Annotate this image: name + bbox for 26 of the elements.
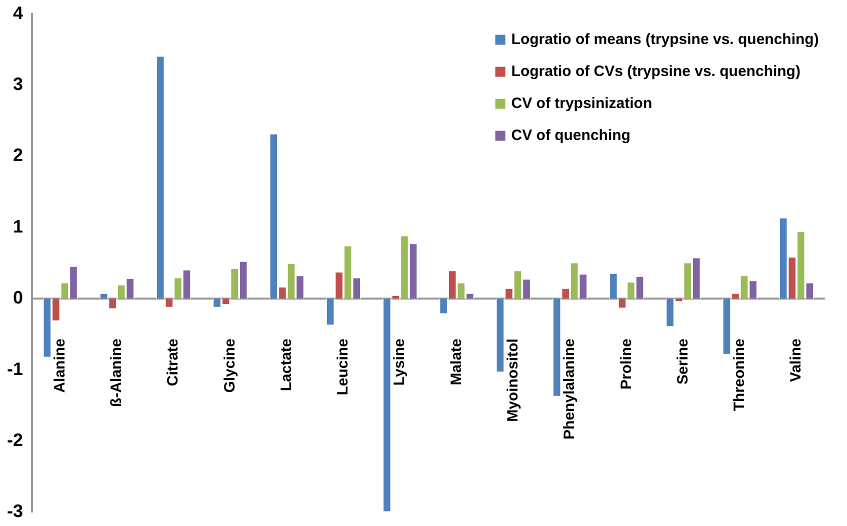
y-tick-label: 3 xyxy=(12,74,24,94)
x-tick-label: Lactate xyxy=(278,338,295,392)
x-tick-label: Leucine xyxy=(334,338,352,396)
x-tick-label: Lysine xyxy=(391,338,408,386)
y-tick-label: -1 xyxy=(6,358,24,379)
y-tick-label: -3 xyxy=(6,501,24,522)
legend-label: CV of quenching xyxy=(511,126,630,144)
y-tick-label: 4 xyxy=(12,2,24,23)
y-tick-label: 0 xyxy=(12,288,24,308)
y-tick-label: 1 xyxy=(12,216,24,236)
legend-label: Logratio of CVs (trypsine vs. quenching) xyxy=(511,62,800,80)
x-tick-label: Myoinositol xyxy=(504,338,522,422)
x-tick-label: Threonine xyxy=(731,338,748,412)
x-tick-label: Proline xyxy=(618,338,635,390)
legend-label: Logratio of means (trypsine vs. quenching) xyxy=(511,30,819,48)
x-tick-label: Glycine xyxy=(221,338,238,393)
x-tick-label: Alanine xyxy=(51,338,68,393)
x-tick-label: Phenylalanine xyxy=(561,338,578,440)
y-tick-label: 2 xyxy=(12,145,24,166)
x-tick-label: Malate xyxy=(448,338,465,386)
legend-label: CV of trypsinization xyxy=(511,94,652,112)
y-tick-label: -2 xyxy=(6,430,24,450)
x-tick-label: Citrate xyxy=(164,338,182,386)
x-tick-label: Serine xyxy=(674,338,692,384)
x-tick-label: Valine xyxy=(788,338,805,382)
x-tick-label: ß-Alanine xyxy=(108,338,126,407)
